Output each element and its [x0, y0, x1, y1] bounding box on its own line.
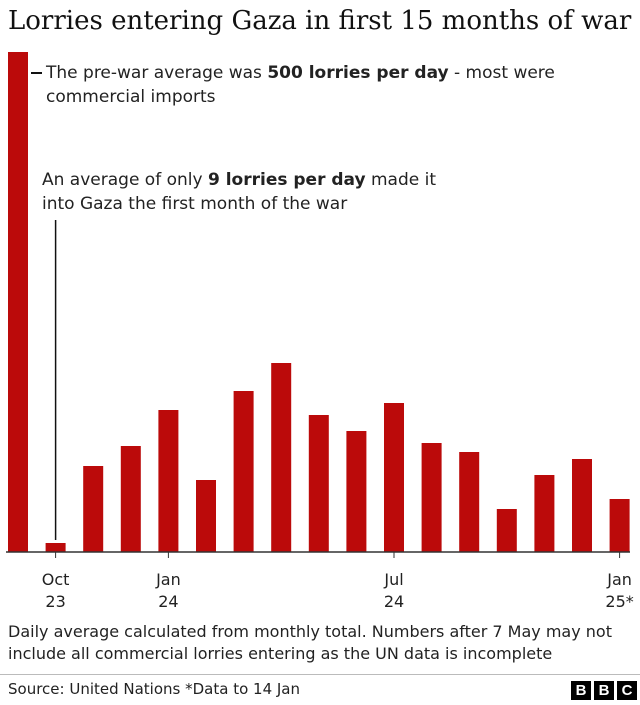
bar-nov-23 [83, 466, 104, 552]
bar-nov-24 [534, 475, 555, 552]
prewar-annotation-text: The pre-war average was [46, 63, 268, 83]
bar-jan-24 [158, 410, 179, 552]
first-month-annotation-text: An average of only [42, 170, 208, 190]
x-tick-label: 25* [605, 592, 633, 611]
prewar-annotation-text-end: - most were commercial imports [46, 63, 555, 107]
first-month-annotation: An average of only 9 lorries per day mad… [42, 168, 462, 216]
bar-jun-24 [346, 431, 367, 552]
bar-aug-24 [421, 443, 442, 552]
footnote: Daily average calculated from monthly to… [8, 622, 612, 663]
bbc-logo: B B C [571, 681, 637, 700]
bar-sep-24 [459, 452, 480, 552]
x-tick-label: Jul [383, 570, 403, 589]
first-month-annotation-text-end: made it into Gaza the first month of the… [42, 170, 437, 214]
first-month-annotation-bold: 9 lorries per day [207, 170, 366, 190]
source-note: Source: United Nations *Data to 14 Jan [8, 680, 301, 698]
bar-oct-23 [45, 543, 66, 552]
footer-divider [0, 674, 640, 675]
x-ticks-group: Oct 23 Jan 24 Jul 24 Jan 25* [42, 552, 634, 611]
bar-oct-24 [496, 509, 517, 552]
bar-dec-23 [120, 446, 141, 552]
bar-jul-24 [384, 403, 404, 552]
x-tick-label: 24 [158, 592, 178, 611]
bbc-logo-letter: C [617, 681, 637, 700]
chart-title: Lorries entering Gaza in first 15 months… [8, 6, 632, 36]
bar-apr-24 [271, 363, 292, 552]
bar-feb-24 [196, 480, 216, 552]
bar-dec-24 [572, 459, 592, 552]
x-tick-label: Jan [155, 570, 181, 589]
bar-pre-war [8, 52, 28, 552]
prewar-annotation: The pre-war average was 500 lorries per … [46, 61, 606, 109]
bars-group [8, 52, 630, 552]
bar-mar-24 [233, 391, 254, 552]
x-tick-label: Jan [606, 570, 632, 589]
bbc-logo-letter: B [594, 681, 614, 700]
x-tick-label: Oct [42, 570, 70, 589]
x-tick-label: 23 [45, 592, 65, 611]
x-tick-label: 24 [384, 592, 404, 611]
bar-may-24 [308, 415, 329, 552]
bar-jan-25 [609, 499, 630, 552]
bbc-logo-letter: B [571, 681, 591, 700]
prewar-annotation-bold: 500 lorries per day [267, 63, 449, 83]
